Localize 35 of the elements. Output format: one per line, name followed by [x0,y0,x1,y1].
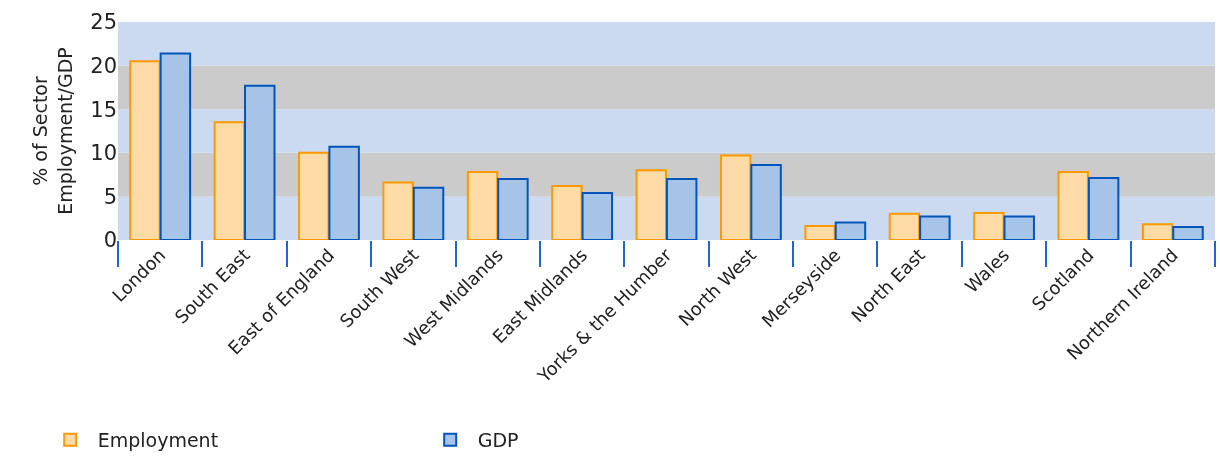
bar [412,186,445,240]
y-tick-label: 15 [90,97,117,122]
bar [382,181,414,240]
bar [129,60,161,240]
bar [1087,177,1120,240]
y-tick-label: 20 [90,53,117,78]
bar [750,164,782,240]
bar [973,211,1005,240]
bar [213,121,246,240]
bar [244,84,276,240]
bar [497,177,529,240]
bar [1172,225,1204,240]
bar [298,151,330,240]
bar [719,154,752,240]
bar [1003,215,1035,240]
bar [834,221,867,240]
legend-label: GDP [477,429,519,452]
y-tick-label: 5 [103,184,117,209]
bar [888,212,921,240]
bar [635,169,668,240]
bar [159,52,192,240]
legend-label: Employment [97,429,219,452]
bar [1141,223,1174,240]
bar [919,215,951,240]
y-axis-title: % of Sector Employment/GDP [29,47,77,215]
y-tick-label: 10 [90,141,117,166]
bar [328,145,360,240]
bar [581,191,614,240]
y-tick-label: 0 [103,228,117,253]
bar [804,225,836,240]
bar [665,177,698,240]
bar [466,170,499,240]
y-tick-label: 25 [90,10,117,35]
bar [551,184,583,240]
bar [1057,170,1089,240]
